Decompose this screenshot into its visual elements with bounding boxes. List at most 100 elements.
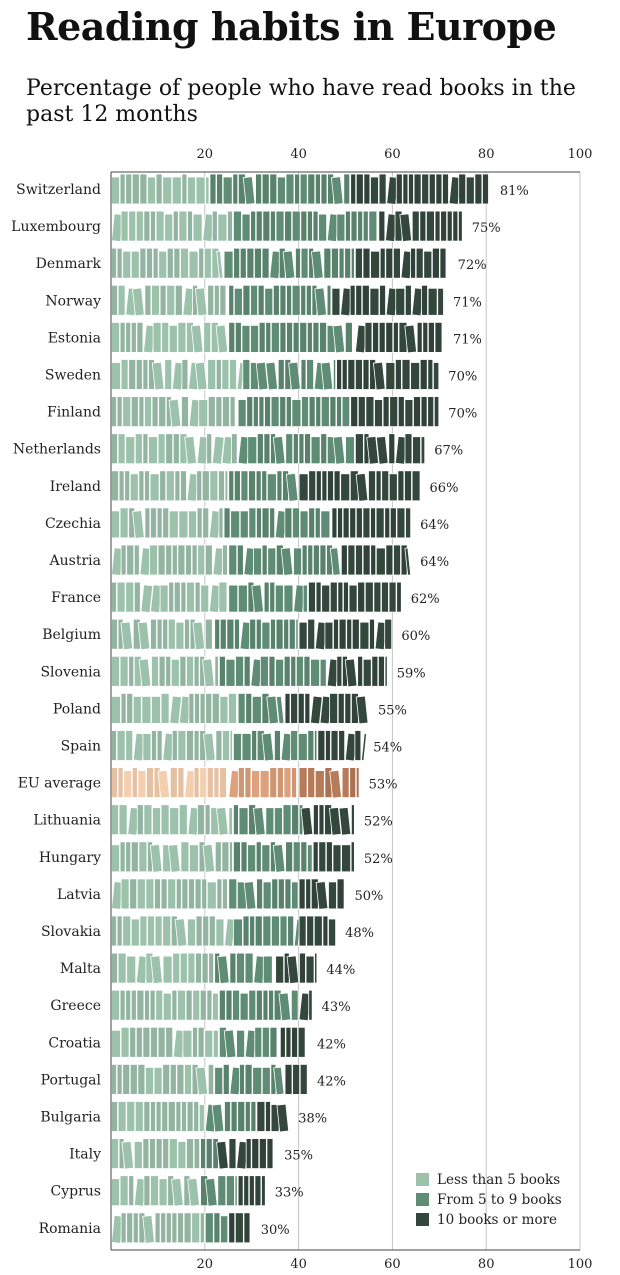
bar-luxembourg-series-2 [233,210,378,243]
country-label-hungary: Hungary [39,850,101,866]
country-label-netherlands: Netherlands [13,442,101,458]
bar-finland-series-1 [111,396,236,428]
country-label-belgium: Belgium [42,627,101,643]
bar-croatia-series-2 [218,1026,278,1059]
legend-label-2: From 5 to 9 books [437,1192,562,1208]
legend-label-3: 10 books or more [437,1212,557,1228]
bar-malta-series-1 [111,952,215,985]
country-label-ireland: Ireland [50,479,101,495]
bar-eu-average-series-1 [111,767,227,799]
bar-czechia-series-1 [111,507,224,539]
x-tick-bottom-80: 80 [478,1257,495,1272]
bar-spain-series-2 [233,730,318,762]
legend-label-1: Less than 5 books [437,1172,560,1188]
bar-austria-series-2 [228,544,341,576]
legend-swatch-3 [416,1213,429,1226]
bar-bulgaria-series-2 [204,1101,257,1133]
bar-denmark-series-3 [354,247,447,280]
bar-croatia-series-3 [279,1026,306,1058]
country-label-spain: Spain [61,739,101,755]
bar-portugal-series-3 [284,1064,308,1095]
country-label-malta: Malta [60,961,101,977]
value-label-ireland: 66% [430,481,459,496]
country-label-portugal: Portugal [41,1072,102,1088]
value-label-denmark: 72% [458,258,487,273]
chart-subtitle: Percentage of people who have read books… [26,76,576,127]
bar-poland-series-3 [284,693,369,725]
value-label-france: 62% [411,592,440,607]
bar-italy-series-1 [111,1138,201,1170]
bar-estonia-series-2 [228,321,353,354]
country-label-norway: Norway [45,293,101,309]
country-label-latvia: Latvia [57,887,101,903]
country-label-slovenia: Slovenia [40,664,101,680]
country-label-czechia: Czechia [45,516,101,532]
bar-austria-series-1 [111,544,228,576]
bar-ireland-series-2 [228,470,299,502]
axes-group: 20 20 40 40 60 60 80 80 100 100 [110,147,593,1272]
bar-france-series-2 [228,581,308,614]
value-label-lithuania: 52% [364,815,393,830]
country-label-finland: Finland [47,405,101,421]
bar-portugal-series-1 [111,1064,215,1096]
x-tick-bottom-60: 60 [384,1257,401,1272]
bar-switzerland-series-3 [350,173,489,205]
bars-group [111,173,489,1244]
legend-swatch-1 [416,1173,429,1186]
x-tick-bottom-40: 40 [290,1257,307,1272]
x-tick-top-20: 20 [197,147,214,162]
x-tick-bottom-100: 100 [568,1257,593,1272]
bar-czechia-series-3 [331,507,412,539]
legend-swatch-2 [416,1193,429,1206]
value-label-luxembourg: 75% [472,221,501,236]
bar-sweden-series-2 [242,359,337,391]
x-tick-bottom-20: 20 [197,1257,214,1272]
bar-estonia-series-1 [111,321,229,354]
bar-ireland-series-3 [298,470,421,502]
bar-slovenia-series-3 [326,655,388,688]
bar-malta-series-3 [275,952,318,985]
bar-greece-series-3 [298,989,313,1022]
bar-portugal-series-2 [214,1064,285,1096]
bar-finland-series-2 [237,396,351,428]
bar-cyprus-series-2 [200,1175,238,1207]
country-label-lithuania: Lithuania [33,813,101,829]
value-label-slovenia: 59% [397,666,426,681]
value-label-spain: 54% [373,741,402,756]
bar-malta-series-2 [214,952,273,985]
value-label-italy: 35% [284,1149,313,1164]
bar-lithuania-series-1 [111,804,233,836]
value-label-poland: 55% [378,703,407,718]
value-label-latvia: 50% [355,889,384,904]
x-tick-top-40: 40 [290,147,307,162]
bar-belgium-series-1 [111,618,213,651]
bar-hungary-series-1 [111,841,233,873]
bar-latvia-series-2 [228,878,299,910]
bar-denmark-series-2 [223,247,355,280]
bar-hungary-series-3 [312,841,355,873]
value-label-malta: 44% [326,963,355,978]
country-label-denmark: Denmark [36,256,102,272]
bar-luxembourg-series-3 [378,210,463,243]
bar-italy-series-2 [200,1138,219,1169]
labels-group: Switzerland 81% Luxembourg 75% Denmark 72% Nor… [11,182,529,1238]
bar-norway-series-2 [228,284,332,317]
bar-netherlands-series-2 [237,433,355,465]
bar-latvia-series-3 [298,878,345,910]
bar-hungary-series-2 [233,841,313,873]
bar-poland-series-1 [111,693,237,725]
bar-spain-series-1 [111,730,233,762]
bar-denmark-series-1 [111,247,224,279]
country-label-slovakia: Slovakia [41,924,101,940]
bar-netherlands-series-3 [354,433,426,465]
country-label-france: France [51,590,101,606]
value-label-sweden: 70% [448,370,477,385]
bar-latvia-series-1 [111,878,228,910]
bar-ireland-series-1 [111,470,229,502]
x-tick-top-100: 100 [568,147,593,162]
country-label-austria: Austria [49,553,101,569]
country-label-eu-average: EU average [18,776,101,792]
value-label-eu-average: 53% [369,778,398,793]
country-label-poland: Poland [53,701,101,717]
